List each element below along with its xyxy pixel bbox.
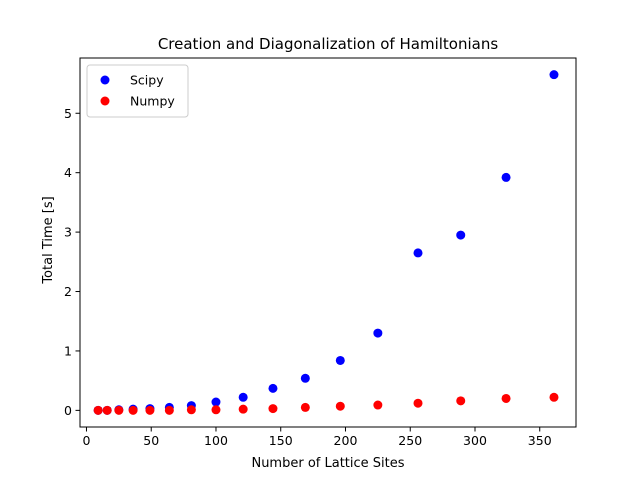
y-tick-label: 1 bbox=[64, 343, 72, 358]
x-tick-label: 350 bbox=[528, 433, 552, 448]
scipy-point bbox=[549, 70, 559, 80]
y-tick-label: 0 bbox=[64, 403, 72, 418]
scipy-point bbox=[335, 355, 345, 365]
numpy-point bbox=[549, 392, 559, 402]
legend-marker-scipy bbox=[100, 75, 110, 85]
scipy-point bbox=[238, 392, 248, 402]
numpy-point bbox=[186, 405, 196, 415]
y-tick-label: 5 bbox=[64, 106, 72, 121]
numpy-point bbox=[238, 404, 248, 414]
x-tick-label: 250 bbox=[398, 433, 422, 448]
x-tick-label: 200 bbox=[334, 433, 358, 448]
scipy-point bbox=[211, 397, 221, 407]
numpy-point bbox=[114, 405, 124, 415]
numpy-point bbox=[128, 405, 138, 415]
numpy-point bbox=[300, 402, 310, 412]
scipy-point bbox=[501, 172, 511, 182]
numpy-point bbox=[164, 405, 174, 415]
x-tick-label: 150 bbox=[269, 433, 293, 448]
x-tick-label: 0 bbox=[82, 433, 90, 448]
numpy-point bbox=[456, 396, 466, 406]
legend-label-scipy: Scipy bbox=[130, 73, 164, 88]
scipy-point bbox=[373, 328, 383, 338]
legend-marker-numpy bbox=[100, 96, 110, 106]
y-axis-label: Total Time [s] bbox=[41, 196, 56, 284]
numpy-point bbox=[102, 405, 112, 415]
legend: Scipy Numpy bbox=[86, 64, 189, 118]
chart-title: Creation and Diagonalization of Hamilton… bbox=[158, 35, 499, 53]
legend-box bbox=[86, 64, 189, 118]
numpy-point bbox=[93, 405, 103, 415]
y-tick-label: 4 bbox=[64, 165, 72, 180]
scipy-point bbox=[300, 373, 310, 383]
x-tick-label: 100 bbox=[204, 433, 228, 448]
scipy-point bbox=[268, 383, 278, 393]
y-tick-label: 3 bbox=[64, 225, 72, 240]
x-axis-label: Number of Lattice Sites bbox=[251, 456, 404, 471]
numpy-point bbox=[145, 405, 155, 415]
scipy-point bbox=[413, 248, 423, 258]
numpy-point bbox=[413, 398, 423, 408]
numpy-point bbox=[211, 405, 221, 415]
numpy-point bbox=[501, 393, 511, 403]
plot-area: 0 50 100 150 200 250 300 350 0 1 2 3 4 5 bbox=[64, 57, 577, 448]
scipy-point bbox=[456, 230, 466, 240]
x-tick-label: 50 bbox=[143, 433, 159, 448]
x-tick-label: 300 bbox=[463, 433, 487, 448]
numpy-point bbox=[268, 404, 278, 414]
plot-frame bbox=[79, 57, 577, 428]
legend-label-numpy: Numpy bbox=[130, 94, 175, 109]
numpy-point bbox=[373, 400, 383, 410]
numpy-point bbox=[335, 401, 345, 411]
y-tick-label: 2 bbox=[64, 284, 72, 299]
